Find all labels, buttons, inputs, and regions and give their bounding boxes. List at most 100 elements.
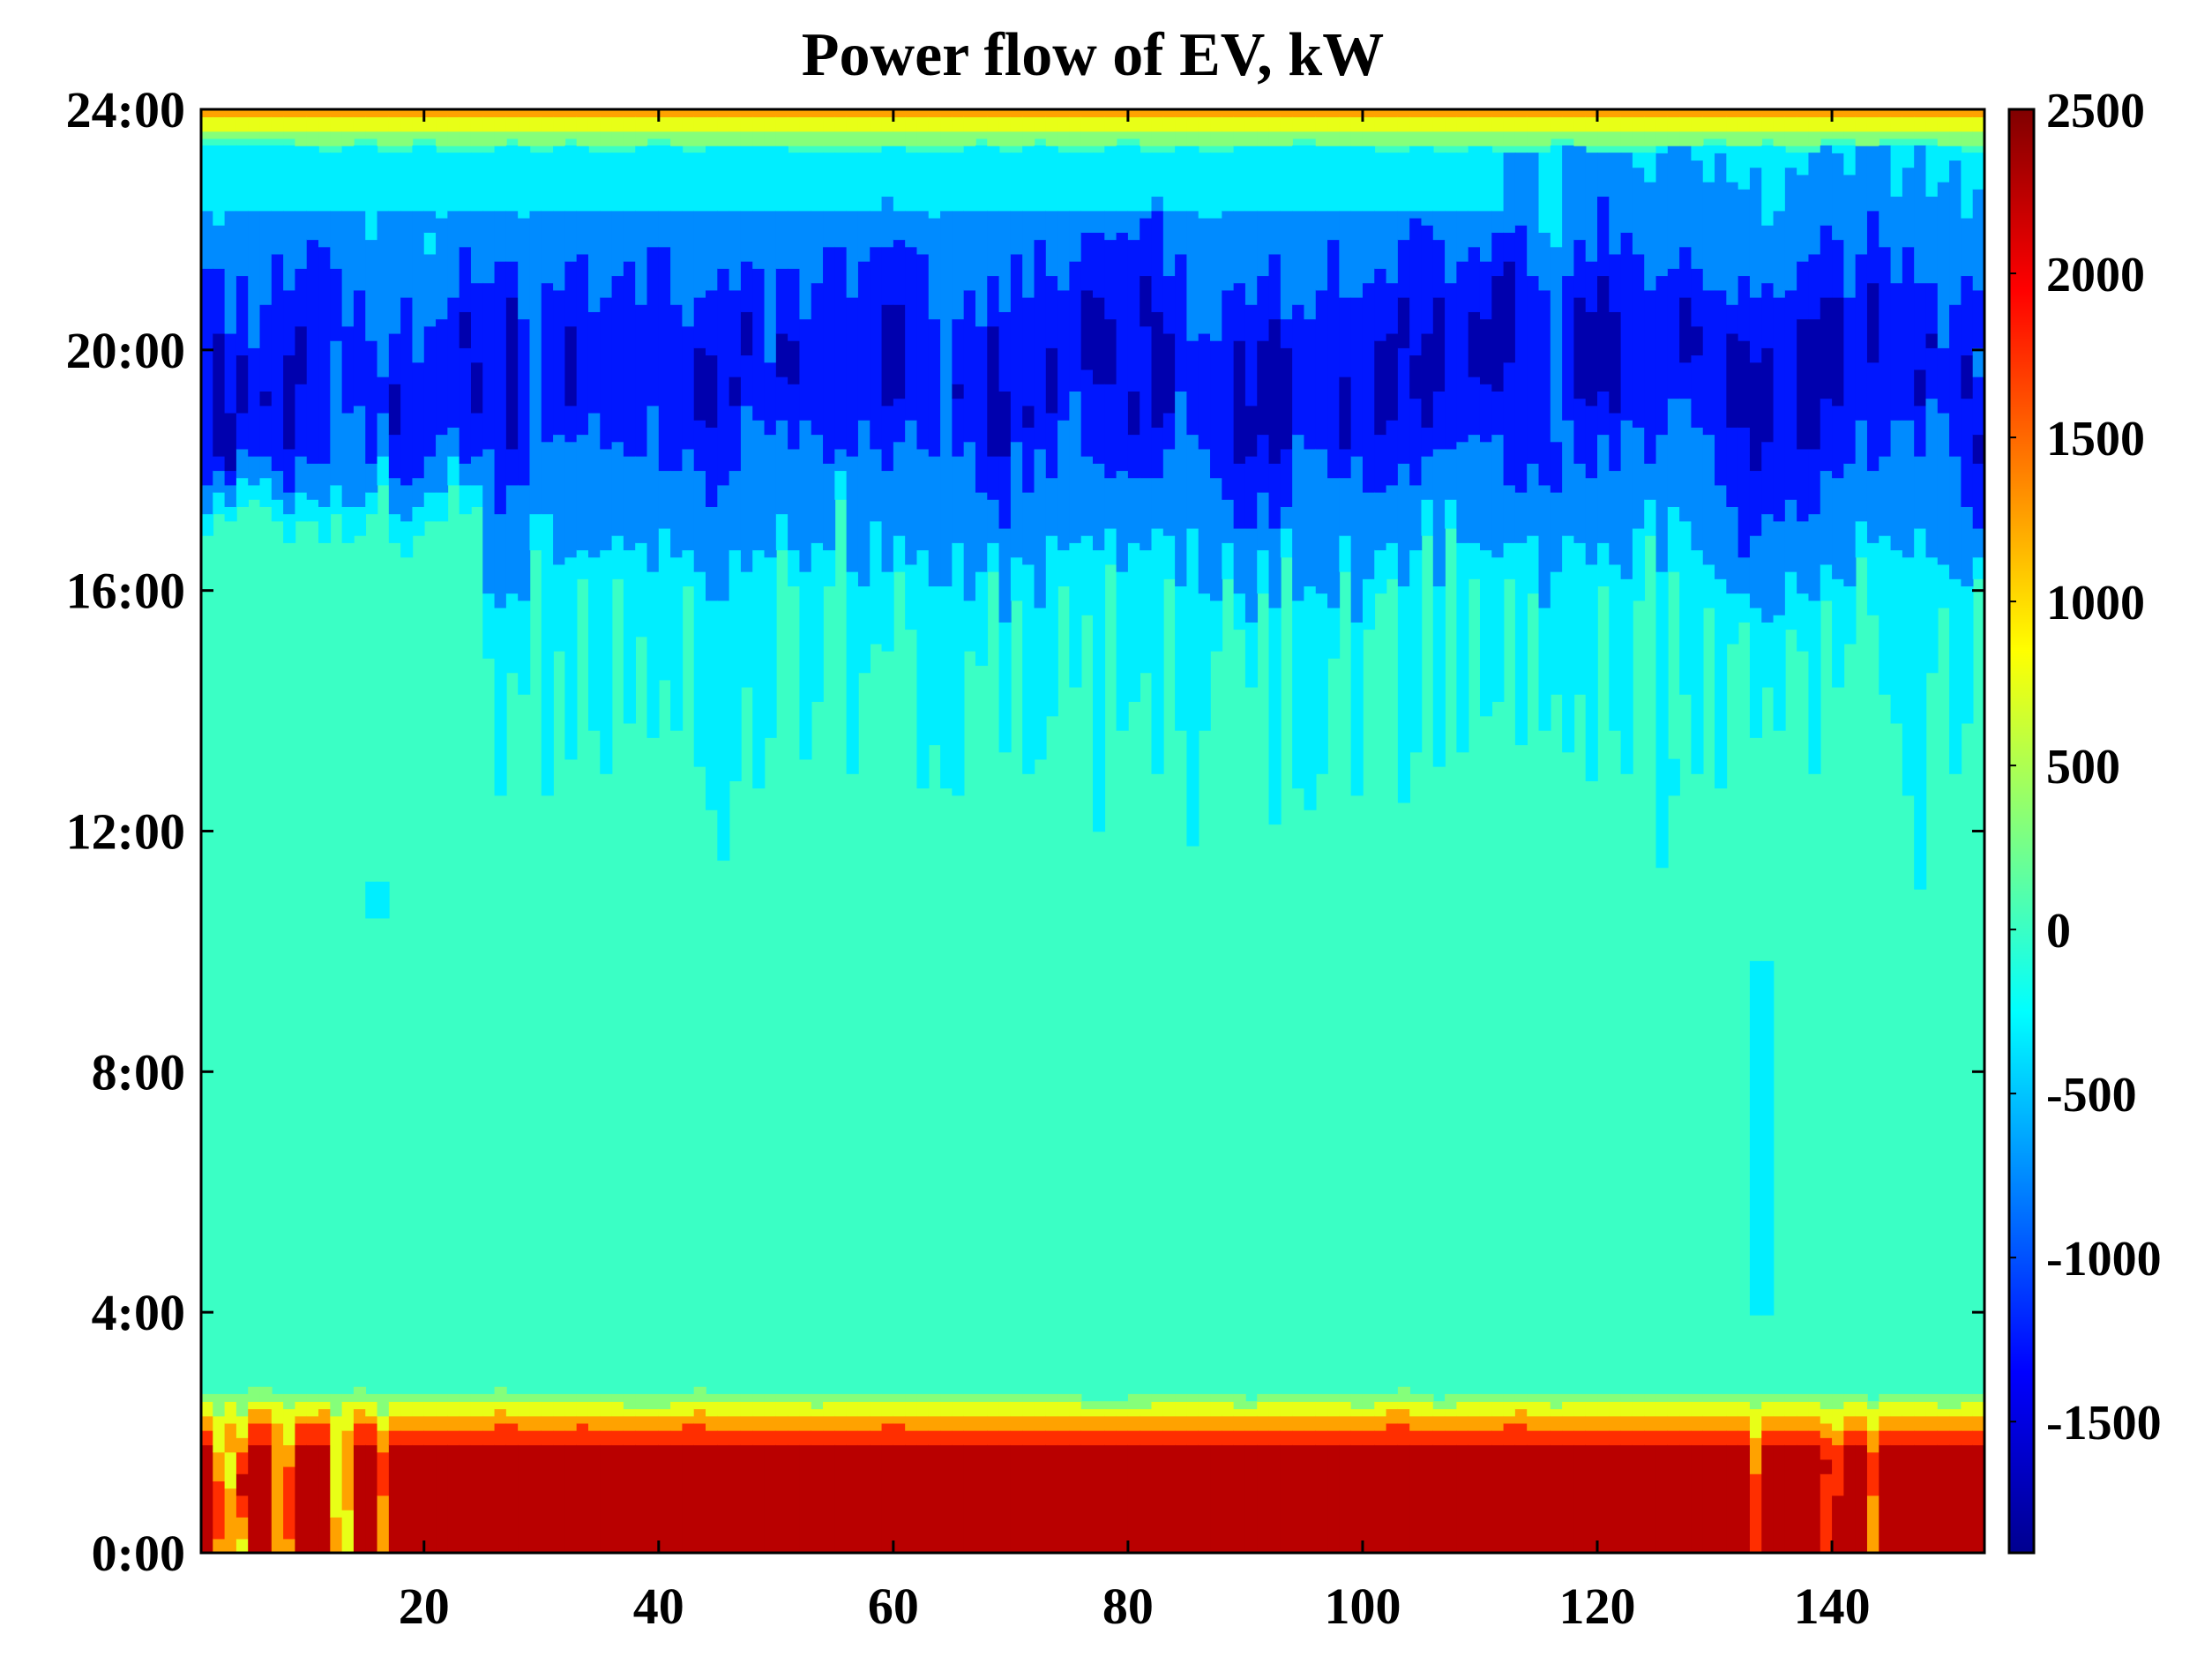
- contour-cell: [576, 549, 589, 579]
- contour-cell: [764, 1415, 777, 1431]
- contour-cell: [377, 1415, 390, 1431]
- contour-cell: [494, 109, 507, 117]
- contour-cell: [834, 246, 848, 450]
- contour-cell: [1702, 1444, 1715, 1553]
- contour-cell: [318, 1393, 332, 1402]
- contour-cell: [1914, 1415, 1927, 1431]
- contour-cell: [1432, 296, 1446, 392]
- contour-cell: [1069, 1401, 1082, 1417]
- contour-cell: [1655, 1429, 1669, 1446]
- contour-cell: [775, 1429, 788, 1446]
- contour-cell: [1280, 1429, 1293, 1446]
- contour-cell: [388, 210, 401, 334]
- contour-cell: [541, 109, 554, 117]
- contour-cell: [388, 1401, 401, 1417]
- contour-cell: [271, 116, 284, 132]
- contour-cell: [682, 109, 695, 117]
- contour-cell: [1186, 145, 1199, 212]
- contour-cell: [1397, 210, 1410, 241]
- contour-cell: [1808, 116, 1821, 132]
- contour-cell: [1832, 153, 1845, 241]
- contour-cell: [1080, 369, 1094, 457]
- contour-cell: [952, 116, 965, 132]
- contour-cell: [717, 1401, 730, 1417]
- contour-cell: [1737, 556, 1751, 594]
- contour-cell: [1397, 1444, 1410, 1553]
- contour-cell: [377, 210, 390, 377]
- contour-cell: [1479, 116, 1493, 132]
- contour-cell: [1503, 153, 1516, 233]
- contour-cell: [870, 109, 883, 117]
- contour-cell: [1855, 1393, 1868, 1402]
- contour-cell: [318, 506, 332, 543]
- contour-cell: [1116, 1444, 1129, 1553]
- contour-cell: [587, 556, 602, 731]
- contour-cell: [1620, 116, 1633, 132]
- contour-cell: [388, 1444, 401, 1553]
- contour-cell: [1175, 131, 1188, 146]
- contour-cell: [1538, 232, 1551, 291]
- contour-cell: [1244, 1408, 1259, 1417]
- contour-cell: [1432, 239, 1446, 298]
- contour-cell: [1397, 153, 1410, 212]
- contour-cell: [1080, 1444, 1094, 1553]
- contour-cell: [905, 1393, 918, 1402]
- contour-cell: [1808, 131, 1821, 146]
- contour-cell: [1925, 556, 1939, 674]
- contour-cell: [1925, 1401, 1939, 1417]
- contour-cell: [1022, 210, 1035, 298]
- contour-cell: [998, 1444, 1012, 1553]
- contour-cell: [623, 153, 636, 212]
- contour-cell: [1726, 593, 1739, 645]
- contour-cell: [799, 1415, 812, 1431]
- contour-cell: [1562, 109, 1575, 117]
- contour-cell: [881, 1393, 894, 1402]
- contour-cell: [788, 210, 801, 269]
- contour-cell: [470, 131, 484, 146]
- contour-cell: [1304, 448, 1317, 587]
- contour-cell: [717, 145, 730, 212]
- contour-cell: [213, 1415, 226, 1453]
- contour-cell: [998, 1393, 1012, 1402]
- contour-cell: [1069, 1444, 1082, 1553]
- contour-cell: [658, 527, 671, 681]
- contour-cell: [1797, 593, 1810, 652]
- contour-cell: [646, 1415, 660, 1431]
- contour-cell: [1702, 109, 1715, 117]
- contour-cell: [1866, 1495, 1880, 1553]
- contour-cell: [1702, 563, 1715, 608]
- contour-cell: [1292, 1393, 1305, 1402]
- contour-cell: [1655, 1444, 1669, 1553]
- contour-cell: [1034, 210, 1047, 241]
- contour-cell: [1116, 116, 1129, 132]
- contour-cell: [1069, 1429, 1082, 1446]
- contour-cell: [1268, 109, 1282, 117]
- contour-cell: [1280, 318, 1293, 348]
- contour-cell: [1080, 232, 1094, 291]
- contour-cell: [459, 153, 472, 212]
- contour-cell: [1198, 116, 1211, 132]
- contour-cell: [1233, 145, 1246, 212]
- contour-cell: [587, 131, 602, 146]
- contour-cell: [1620, 419, 1633, 579]
- contour-cell: [1832, 477, 1845, 579]
- contour-cell: [1210, 477, 1223, 601]
- contour-cell: [1198, 1444, 1211, 1553]
- contour-cell: [1914, 455, 1927, 529]
- contour-cell: [295, 145, 308, 212]
- contour-cell: [259, 116, 273, 132]
- contour-cell: [1667, 116, 1680, 132]
- contour-cell: [459, 131, 472, 146]
- contour-cell: [1468, 131, 1481, 146]
- contour-cell: [1350, 210, 1364, 298]
- contour-cell: [1386, 109, 1399, 117]
- contour-cell: [1914, 282, 1927, 370]
- contour-cell: [670, 1393, 684, 1402]
- contour-cell: [1914, 527, 1927, 890]
- contour-cell: [436, 318, 449, 436]
- contour-cell: [447, 1429, 460, 1446]
- contour-cell: [248, 455, 261, 486]
- contour-cell: [201, 145, 214, 212]
- contour-cell: [283, 491, 296, 515]
- contour-cell: [564, 109, 578, 117]
